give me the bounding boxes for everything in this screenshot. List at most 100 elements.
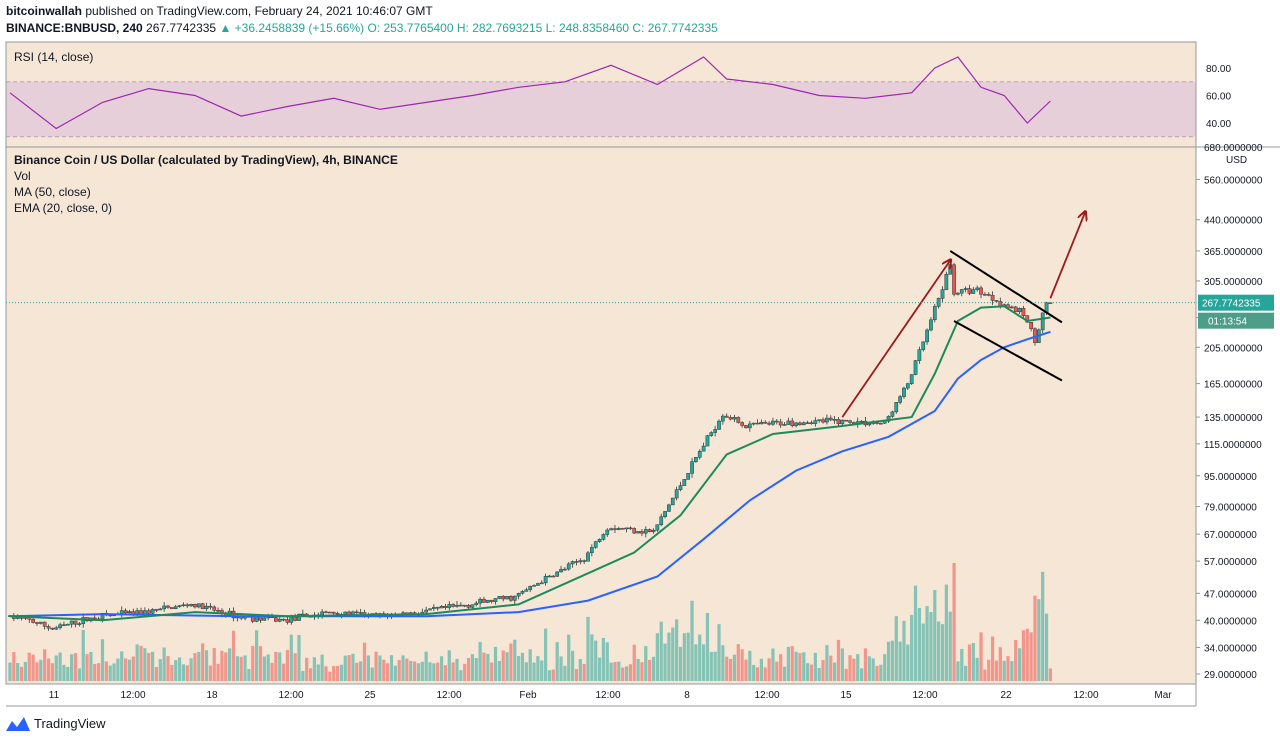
volume-bar xyxy=(46,658,51,681)
time-tick-label: Mar xyxy=(1154,690,1172,701)
candle-body xyxy=(65,623,70,626)
breakout-arrow-2 xyxy=(1049,212,1085,299)
volume-bar xyxy=(1017,648,1022,681)
volume-bar xyxy=(732,654,737,681)
candle-body xyxy=(162,605,166,610)
volume-bar xyxy=(50,663,54,681)
candle-body xyxy=(759,421,764,425)
candle-body xyxy=(200,603,205,610)
volume-bar xyxy=(956,661,960,681)
main-title: Binance Coin / US Dollar (calculated by … xyxy=(14,153,398,167)
candle-body xyxy=(35,622,39,624)
candle-body xyxy=(212,606,217,611)
candle-body xyxy=(563,568,567,571)
volume-bar xyxy=(177,657,182,681)
candle-body xyxy=(1021,308,1026,316)
candle-body xyxy=(455,604,459,607)
volume-bar xyxy=(362,642,367,681)
volume-bar xyxy=(308,668,313,681)
candle-body xyxy=(705,435,710,447)
volume-bar xyxy=(944,584,948,681)
volume-bar xyxy=(89,652,93,681)
volume-bar xyxy=(578,659,582,681)
volume-bar xyxy=(320,654,324,681)
chart-area[interactable]: 680.0000000 560.0000000 440.0000000 365.000… xyxy=(0,40,1280,710)
candle-body xyxy=(285,619,290,623)
candle-body xyxy=(940,289,945,299)
candle-body xyxy=(925,329,929,343)
volume-bar xyxy=(366,655,370,681)
last-price: 267.7742335 xyxy=(146,21,217,35)
volume-bar xyxy=(655,633,659,681)
legend-vol[interactable]: Vol xyxy=(14,169,31,183)
volume-bar xyxy=(281,663,286,681)
candle-body xyxy=(331,611,336,614)
candle-body xyxy=(890,411,895,417)
volume-bar xyxy=(748,650,752,681)
volume-bar xyxy=(790,646,794,681)
candle-body xyxy=(42,621,47,627)
volume-bar xyxy=(347,655,351,681)
legend-ema[interactable]: EMA (20, close, 0) xyxy=(14,201,112,215)
volume-bar xyxy=(782,666,787,681)
candle-body xyxy=(46,626,51,629)
volume-bar xyxy=(305,657,309,681)
rsi-tick-label: 60.00 xyxy=(1206,92,1231,103)
tradingview-logo[interactable]: TradingView xyxy=(6,716,106,731)
volume-bar xyxy=(370,667,374,681)
volume-bar xyxy=(439,656,444,681)
volume-bar xyxy=(1010,661,1014,681)
volume-bar xyxy=(351,653,355,681)
candle-body xyxy=(701,445,706,452)
candle-body xyxy=(713,429,718,433)
volume-bar xyxy=(859,668,864,681)
volume-bar xyxy=(1002,660,1006,681)
candle-body xyxy=(119,610,124,615)
volume-bar xyxy=(131,656,135,681)
candle-body xyxy=(932,306,937,321)
candle-body xyxy=(967,288,972,294)
volume-bar xyxy=(104,661,108,681)
footer xyxy=(0,710,1280,742)
volume-bar xyxy=(316,664,320,681)
price-tick-label: 115.0000000 xyxy=(1204,440,1262,451)
volume-bar xyxy=(937,621,941,681)
volume-bar xyxy=(339,664,343,681)
candle-body xyxy=(647,529,652,532)
volume-bar xyxy=(779,654,783,681)
volume-bar xyxy=(898,641,902,681)
candle-body xyxy=(516,593,521,597)
candle-body xyxy=(682,479,687,486)
volume-bar xyxy=(70,654,74,681)
candle-body xyxy=(166,605,170,608)
candle-body xyxy=(983,293,987,296)
volume-bar xyxy=(470,654,474,681)
publisher-name[interactable]: bitcoinwallah xyxy=(6,4,83,18)
candle-body xyxy=(929,319,933,331)
volume-bar xyxy=(648,659,652,681)
chart-svg[interactable]: 680.0000000 560.0000000 440.0000000 365.000… xyxy=(0,40,1280,710)
volume-bar xyxy=(239,656,243,681)
volume-bar xyxy=(536,656,540,681)
volume-bar xyxy=(686,632,690,681)
legend-ma[interactable]: MA (50, close) xyxy=(14,185,91,199)
time-tick-label: 12:00 xyxy=(278,690,303,701)
candle-body xyxy=(77,623,82,625)
price-tick-label: 680.0000000 xyxy=(1204,143,1263,154)
channel-upper-line xyxy=(949,250,1063,324)
candle-body xyxy=(728,417,733,420)
candle-body xyxy=(262,617,267,621)
volume-bar xyxy=(93,663,97,681)
candle-body xyxy=(462,604,467,607)
volume-bar xyxy=(632,644,636,681)
volume-bar xyxy=(43,649,47,681)
candle-body xyxy=(790,420,795,426)
volume-bar xyxy=(204,650,209,681)
symbol-label[interactable]: BINANCE:BNBUSD, 240 xyxy=(6,21,143,35)
candle-body xyxy=(709,432,714,436)
candle-body xyxy=(732,417,737,420)
candle-body xyxy=(451,604,455,607)
candle-body xyxy=(944,273,949,290)
candle-body xyxy=(736,417,741,423)
candle-body xyxy=(38,621,43,624)
